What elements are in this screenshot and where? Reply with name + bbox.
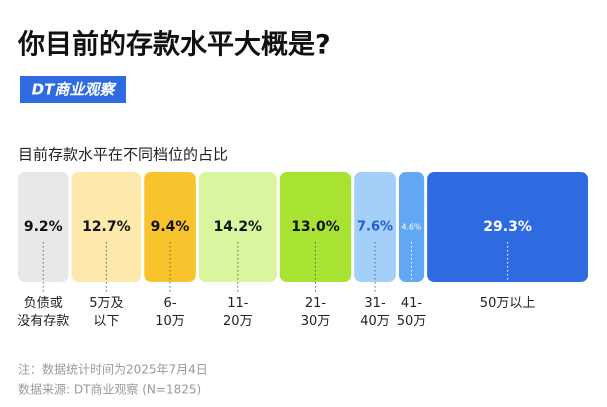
category-line: 40万	[360, 314, 390, 329]
chart-title: 你目前的存款水平大概是?	[17, 29, 331, 61]
category-line: 6-	[164, 296, 177, 311]
category-line: 31-	[364, 296, 386, 311]
segment	[144, 172, 196, 282]
category-line: 41-	[401, 296, 423, 311]
brand-badge	[20, 76, 126, 103]
segment	[398, 172, 425, 282]
segment	[427, 172, 588, 282]
category-line: 50万	[397, 314, 427, 329]
value-label: 13.0%	[291, 219, 340, 235]
category-label: 11-20万	[223, 296, 253, 329]
category-label: 5万及以下	[89, 296, 123, 329]
segment	[71, 172, 142, 282]
category-line: 21-	[305, 296, 327, 311]
segment	[354, 172, 396, 282]
segment	[279, 172, 352, 282]
value-label: 9.4%	[151, 219, 190, 235]
value-label: 7.6%	[357, 220, 393, 235]
value-label: 4.6%	[402, 223, 423, 232]
category-line: 5万及	[89, 296, 123, 311]
segment	[18, 172, 69, 282]
category-line: 20万	[223, 314, 253, 329]
note: 数据来源: DT商业观察 (N=1825)	[18, 382, 201, 397]
category-label: 负债或没有存款	[17, 296, 69, 329]
category-line: 以下	[93, 314, 119, 329]
brand: DT商业观察	[32, 81, 118, 99]
value-label: 29.3%	[483, 219, 532, 235]
category-label: 31-40万	[360, 296, 390, 329]
category-line: 没有存款	[17, 314, 69, 329]
category-label: 50万以上	[480, 296, 536, 311]
category-label: 41-50万	[397, 296, 427, 329]
value-label: 9.2%	[24, 219, 63, 235]
category-line: 50万以上	[480, 296, 536, 311]
category-line: 30万	[301, 314, 331, 329]
subtitle: 目前存款水平在不同档位的占比	[18, 146, 228, 164]
category-label: 6-10万	[155, 296, 185, 329]
value-label: 12.7%	[82, 219, 131, 235]
category-line: 10万	[155, 314, 185, 329]
note: 注：数据统计时间为2025年7月4日	[18, 362, 208, 377]
segment	[198, 172, 277, 282]
value-label: 14.2%	[214, 219, 263, 235]
category-label: 21-30万	[301, 296, 331, 329]
category-line: 11-	[227, 296, 249, 311]
category-line: 负债或	[24, 296, 63, 311]
